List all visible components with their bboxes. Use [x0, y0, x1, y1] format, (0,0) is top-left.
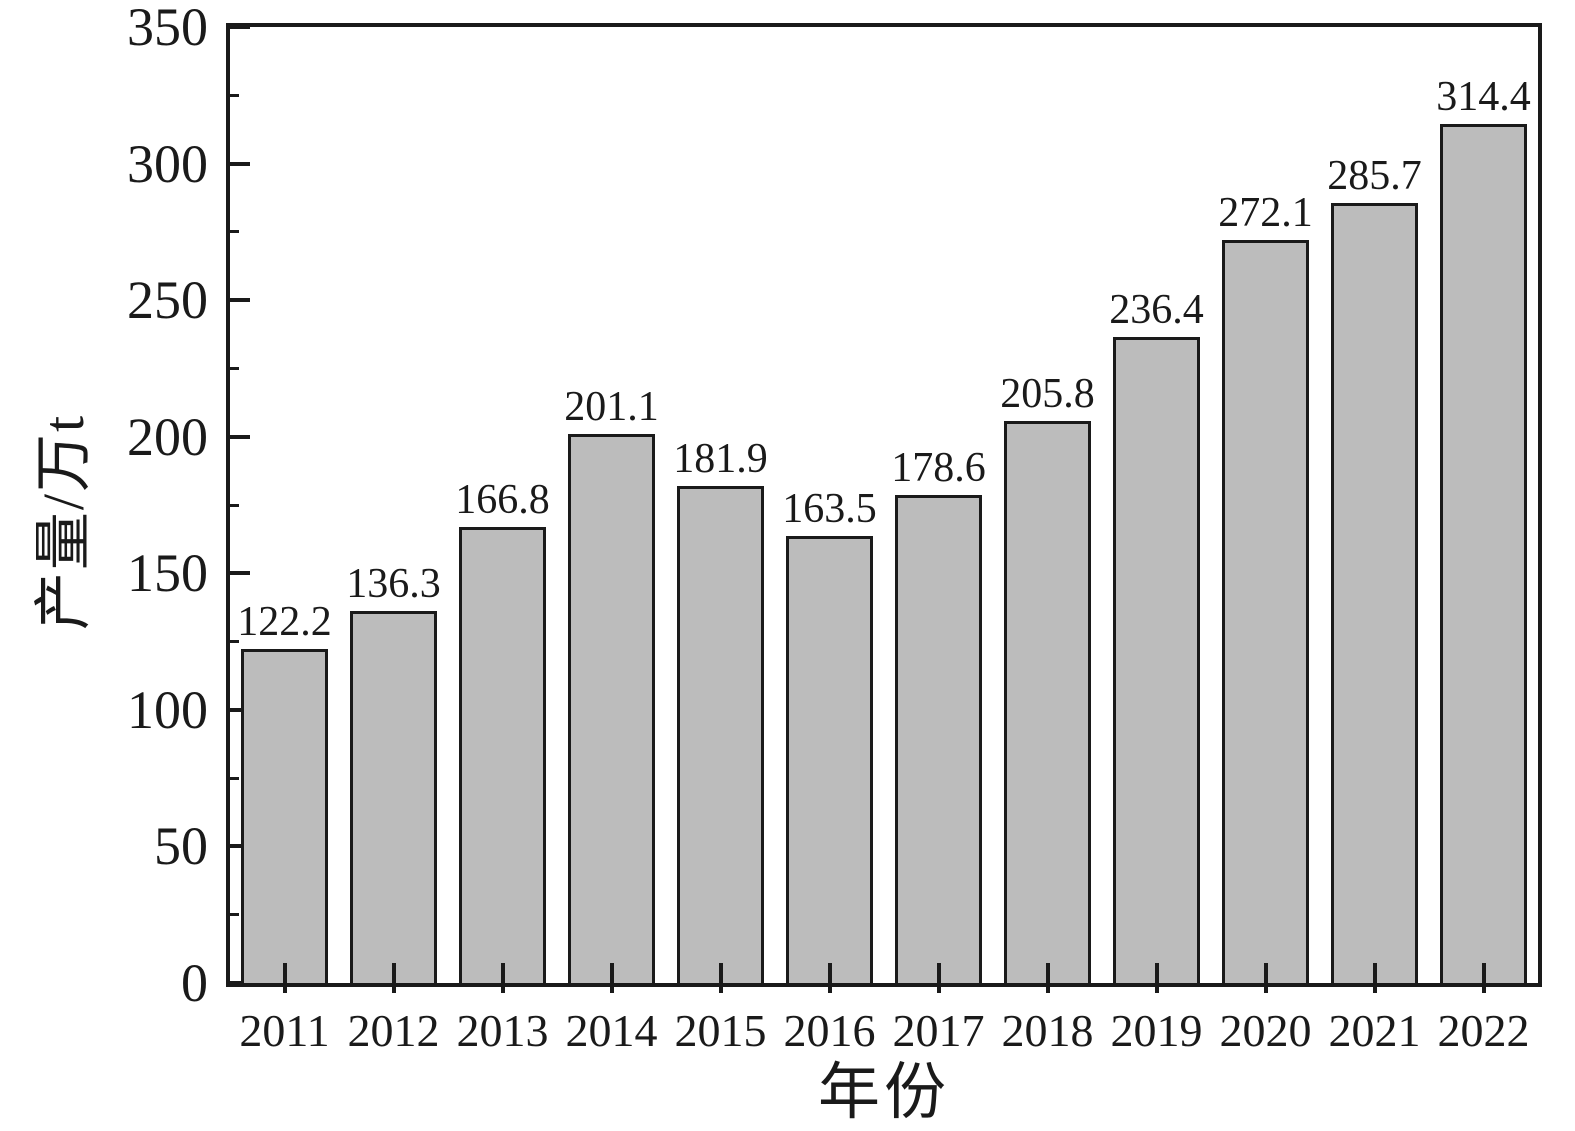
bar — [459, 527, 546, 983]
y-major-tick — [230, 707, 250, 712]
bar — [677, 486, 764, 983]
y-tick-label: 250 — [127, 270, 208, 331]
x-tick-inward — [1263, 963, 1268, 983]
y-minor-tick — [230, 913, 239, 917]
bar — [1113, 337, 1200, 983]
bar — [241, 649, 328, 983]
y-major-tick — [230, 981, 250, 985]
bar-value-label: 136.3 — [346, 560, 441, 607]
bar — [1440, 124, 1527, 983]
bar — [1331, 202, 1418, 983]
y-minor-tick — [230, 366, 239, 370]
x-tick-outward — [282, 987, 287, 993]
x-tick-label: 2020 — [1219, 1005, 1312, 1056]
x-tick-label: 2021 — [1328, 1005, 1421, 1056]
bar-value-label: 236.4 — [1109, 287, 1204, 334]
x-tick-outward — [609, 987, 614, 993]
x-tick-label: 2014 — [565, 1005, 658, 1056]
plot-area — [226, 23, 1542, 987]
x-tick-label: 2019 — [1110, 1005, 1203, 1056]
bar-value-label: 166.8 — [455, 477, 550, 524]
x-tick-label: 2022 — [1437, 1005, 1530, 1056]
x-tick-label: 2012 — [347, 1005, 440, 1056]
y-major-tick — [230, 571, 250, 576]
x-tick-inward — [1154, 963, 1159, 983]
y-minor-tick — [230, 230, 239, 234]
bar — [786, 536, 873, 983]
y-tick-label: 100 — [127, 679, 208, 740]
x-tick-label: 2018 — [1001, 1005, 1094, 1056]
x-axis-title: 年份 — [817, 1059, 951, 1127]
x-tick-outward — [391, 987, 396, 993]
x-tick-inward — [827, 963, 832, 983]
x-tick-label: 2011 — [239, 1005, 330, 1056]
x-tick-label: 2015 — [674, 1005, 767, 1056]
x-tick-inward — [500, 963, 505, 983]
x-tick-inward — [718, 963, 723, 983]
y-major-tick — [230, 161, 250, 166]
y-tick-label: 50 — [154, 816, 208, 877]
bar-value-label: 285.7 — [1327, 152, 1422, 199]
bar-value-label: 178.6 — [891, 445, 986, 492]
x-tick-outward — [1481, 987, 1486, 993]
x-tick-inward — [1372, 963, 1377, 983]
x-tick-inward — [391, 963, 396, 983]
x-tick-label: 2017 — [892, 1005, 985, 1056]
y-major-tick — [230, 844, 250, 849]
x-tick-label: 2013 — [456, 1005, 549, 1056]
y-tick-label: 150 — [127, 543, 208, 604]
y-tick-label: 200 — [127, 406, 208, 467]
bar — [1004, 420, 1091, 983]
y-major-tick — [230, 25, 250, 29]
x-tick-inward — [936, 963, 941, 983]
y-minor-tick — [230, 93, 239, 97]
y-tick-label: 300 — [127, 133, 208, 194]
x-tick-inward — [609, 963, 614, 983]
y-minor-tick — [230, 503, 239, 507]
x-tick-outward — [500, 987, 505, 993]
y-major-tick — [230, 434, 250, 439]
x-tick-outward — [936, 987, 941, 993]
bar — [350, 610, 437, 983]
bar — [895, 495, 982, 983]
bar-value-label: 314.4 — [1436, 74, 1531, 121]
x-tick-inward — [1045, 963, 1050, 983]
bar-value-label: 201.1 — [564, 383, 659, 430]
x-tick-inward — [1481, 963, 1486, 983]
bar-value-label: 163.5 — [782, 486, 877, 533]
y-major-tick — [230, 298, 250, 303]
bar-value-label: 272.1 — [1218, 189, 1313, 236]
x-tick-outward — [1045, 987, 1050, 993]
x-tick-outward — [1154, 987, 1159, 993]
x-tick-outward — [718, 987, 723, 993]
y-minor-tick — [230, 640, 239, 644]
bar-value-label: 181.9 — [673, 436, 768, 483]
bar-value-label: 205.8 — [1000, 370, 1095, 417]
y-tick-label: 0 — [181, 953, 208, 1013]
bar — [568, 433, 655, 983]
x-tick-outward — [1263, 987, 1268, 993]
x-tick-inward — [282, 963, 287, 983]
bar — [1222, 239, 1309, 983]
x-tick-outward — [1372, 987, 1377, 993]
y-minor-tick — [230, 776, 239, 780]
bar-value-label: 122.2 — [237, 599, 332, 646]
x-tick-label: 2016 — [783, 1005, 876, 1056]
x-tick-outward — [827, 987, 832, 993]
y-tick-label: 350 — [127, 0, 208, 57]
